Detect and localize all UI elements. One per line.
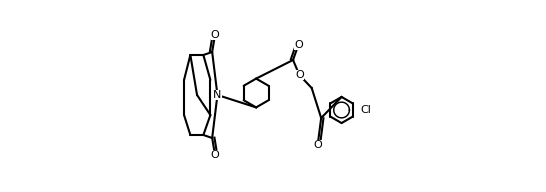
Text: O: O [295,70,304,80]
Text: O: O [211,150,219,160]
Text: N: N [213,90,222,100]
Text: O: O [294,40,302,50]
Text: O: O [313,140,322,150]
Text: O: O [211,30,219,40]
Text: Cl: Cl [360,105,371,115]
